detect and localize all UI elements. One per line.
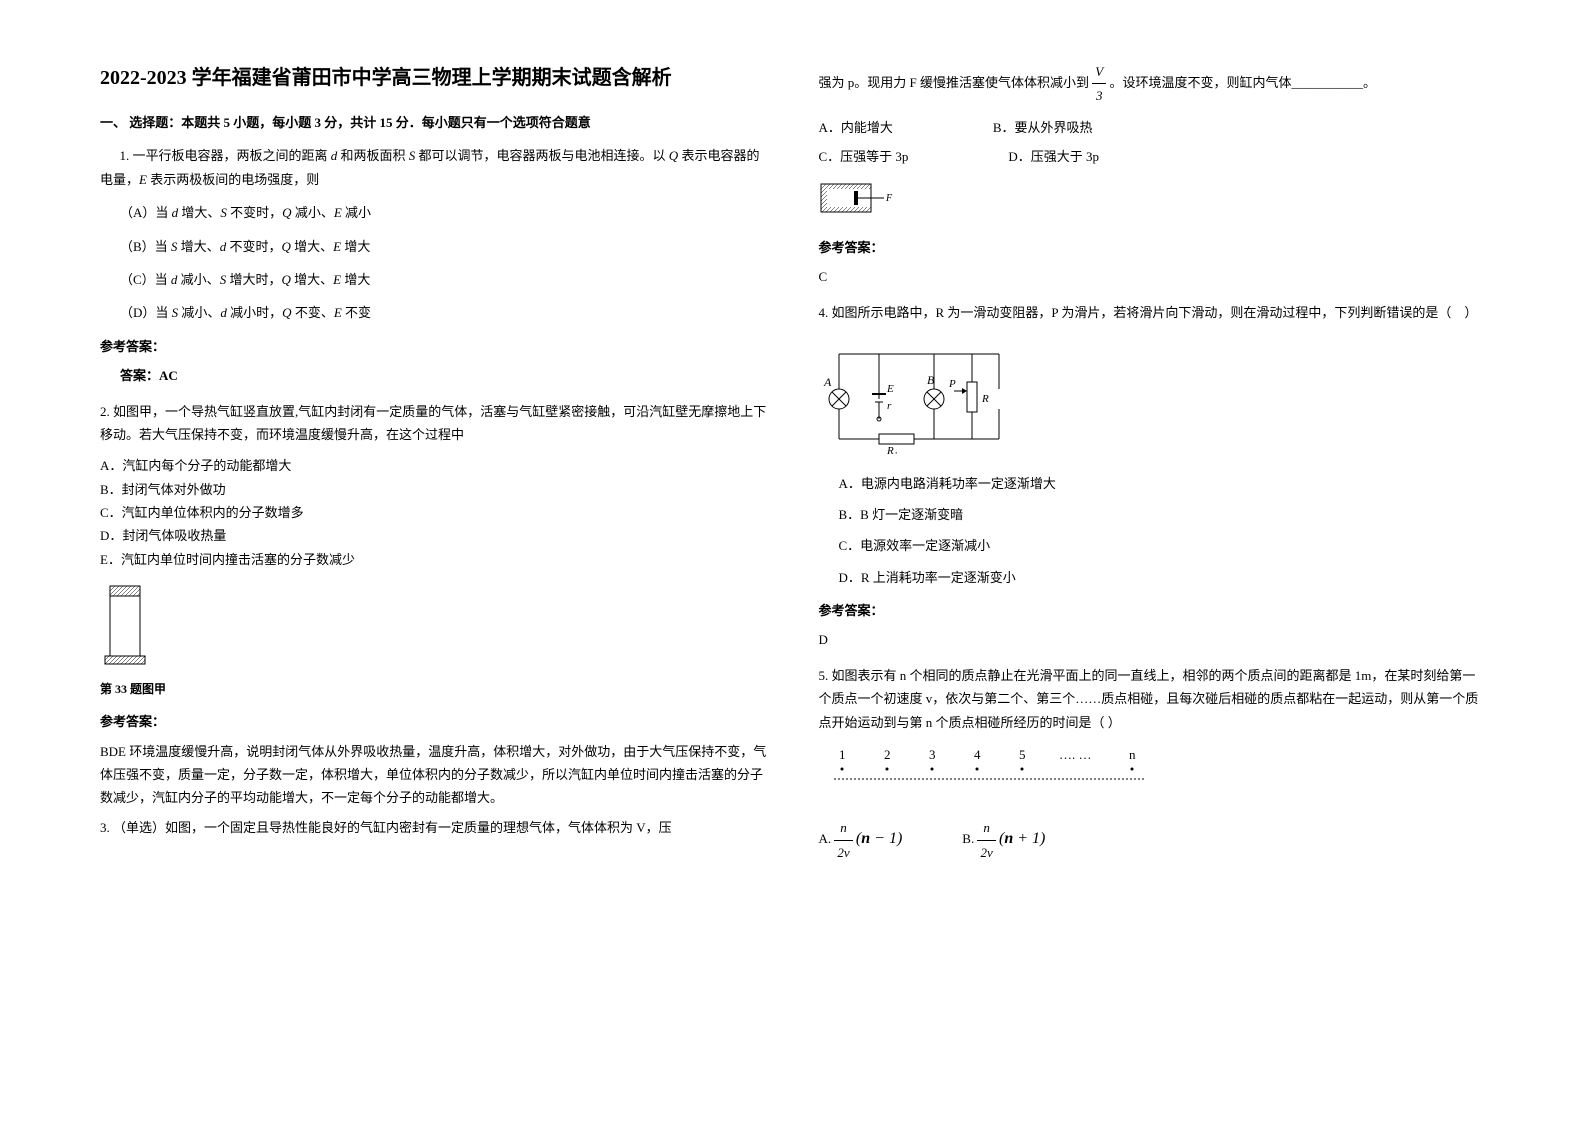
q3-answer: C (819, 265, 1488, 288)
circuit-icon: A B R₁ E r (819, 334, 1019, 454)
q1-text: 1. 一平行板电容器，两板之间的距离 d 和两板面积 S 都可以调节，电容器两板… (100, 144, 769, 191)
svg-text:P: P (948, 378, 956, 390)
q1-option-a: （A）当 d 增大、S 不变时，Q 减小、E 减小 (120, 201, 769, 224)
svg-text:2: 2 (884, 747, 891, 762)
q3-options-row2: C．压强等于 3p D．压强大于 3p (819, 145, 1488, 168)
q2-option-e: E．汽缸内单位时间内撞击活塞的分子数减少 (100, 548, 769, 571)
svg-text:E: E (886, 383, 894, 395)
q4-circuit-diagram: A B R₁ E r (819, 334, 1488, 461)
q3-answer-label: 参考答案： (819, 236, 1488, 259)
q2-option-b: B．封闭气体对外做功 (100, 478, 769, 501)
q3-option-b: B．要从外界吸热 (993, 116, 1093, 139)
q4-option-b: B．B 灯一定逐渐变暗 (839, 503, 1488, 526)
q2-option-c: C．汽缸内单位体积内的分子数增多 (100, 501, 769, 524)
q1-option-c: （C）当 d 减小、S 增大时，Q 增大、E 增大 (120, 268, 769, 291)
q1-answer: 答案：AC (120, 364, 769, 387)
q3-continuation: 强为 p。现用力 F 缓慢推活塞使气体体积减小到 V3 。设环境温度不变，则缸内… (819, 60, 1488, 108)
q5-options: A. n2v (n − 1) B. n2v (n + 1) (819, 816, 1488, 864)
q3-option-c: C．压强等于 3p (819, 145, 909, 168)
q1-option-d: （D）当 S 减小、d 减小时，Q 不变、E 不变 (120, 301, 769, 324)
q5-option-b: B. n2v (n + 1) (962, 816, 1045, 864)
left-column: 2022-2023 学年福建省莆田市中学高三物理上学期期末试题含解析 一、 选择… (100, 60, 769, 1062)
q1-option-b: （B）当 S 增大、d 不变时，Q 增大、E 增大 (120, 235, 769, 258)
svg-text:1: 1 (839, 747, 846, 762)
svg-text:R: R (981, 393, 989, 405)
svg-text:…. …: …. … (1059, 747, 1092, 762)
q4-option-a: A．电源内电路消耗功率一定逐渐增大 (839, 472, 1488, 495)
q3-options-row1: A．内能增大 B．要从外界吸热 (819, 116, 1488, 139)
right-column: 强为 p。现用力 F 缓慢推活塞使气体体积减小到 V3 。设环境温度不变，则缸内… (819, 60, 1488, 1062)
q4-text: 4. 如图所示电路中，R 为一滑动变阻器，P 为滑片，若将滑片向下滑动，则在滑动… (819, 301, 1488, 324)
q3-diagram: F (819, 179, 1488, 226)
q4-answer: D (819, 628, 1488, 651)
svg-text:n: n (1129, 747, 1136, 762)
svg-text:5: 5 (1019, 747, 1026, 762)
svg-text:R₁: R₁ (886, 445, 898, 454)
q5-option-a: A. n2v (n − 1) (819, 816, 903, 864)
q3-option-d: D．压强大于 3p (1008, 145, 1099, 168)
fraction-v-3: V3 (1092, 60, 1106, 108)
svg-text:F: F (885, 193, 893, 204)
svg-text:r: r (887, 400, 892, 412)
svg-text:3: 3 (929, 747, 936, 762)
q2-answer-label: 参考答案： (100, 710, 769, 733)
exam-title: 2022-2023 学年福建省莆田市中学高三物理上学期期末试题含解析 (100, 60, 769, 96)
q4-option-c: C．电源效率一定逐渐减小 (839, 534, 1488, 557)
q2-answer: BDE 环境温度缓慢升高，说明封闭气体从外界吸收热量，温度升高，体积增大，对外做… (100, 740, 769, 810)
q1-answer-label: 参考答案： (100, 335, 769, 358)
q5-numberline-diagram: 1 2 3 4 5 …. … n (819, 744, 1488, 801)
q2-option-a: A．汽缸内每个分子的动能都增大 (100, 454, 769, 477)
q2-diagram: 第 33 题图甲 (100, 581, 769, 700)
section-1-header: 一、 选择题：本题共 5 小题，每小题 3 分，共计 15 分．每小题只有一个选… (100, 111, 769, 134)
q4-answer-label: 参考答案： (819, 599, 1488, 622)
cylinder-icon (100, 581, 150, 671)
q3-text: 3. （单选）如图，一个固定且导热性能良好的气缸内密封有一定质量的理想气体，气体… (100, 816, 769, 839)
numberline-icon: 1 2 3 4 5 …. … n (819, 744, 1169, 794)
piston-icon: F (819, 179, 899, 219)
q2-option-d: D．封闭气体吸收热量 (100, 524, 769, 547)
q3-option-a: A．内能增大 (819, 116, 893, 139)
q2-caption: 第 33 题图甲 (100, 679, 769, 701)
q5-text: 5. 如图表示有 n 个相同的质点静止在光滑平面上的同一直线上，相邻的两个质点间… (819, 664, 1488, 734)
q4-option-d: D．R 上消耗功率一定逐渐变小 (839, 566, 1488, 589)
svg-text:A: A (823, 375, 832, 389)
q2-text: 2. 如图甲，一个导热气缸竖直放置,气缸内封闭有一定质量的气体，活塞与气缸壁紧密… (100, 400, 769, 447)
svg-text:4: 4 (974, 747, 981, 762)
